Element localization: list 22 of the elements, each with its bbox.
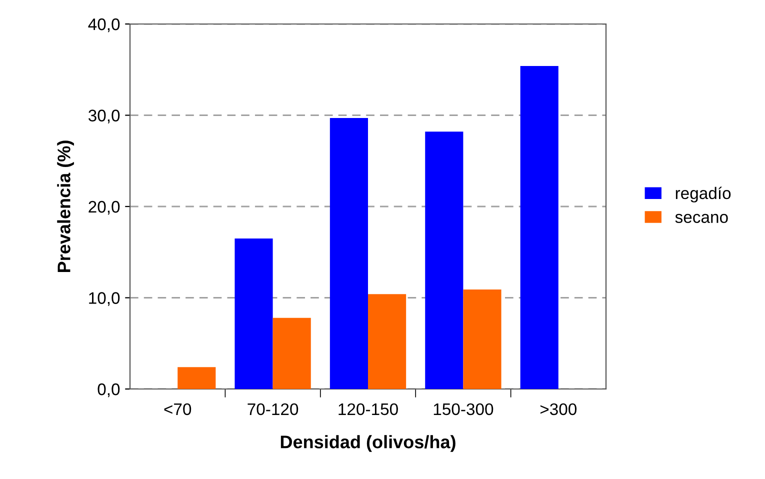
x-axis-title: Densidad (olivos/ha) [280, 435, 456, 452]
x-tick-label: 70-120 [248, 403, 298, 416]
y-axis-title: Prevalencia (%) [57, 140, 74, 272]
bar [272, 318, 311, 389]
x-tick-label: >300 [540, 403, 577, 416]
bar [330, 118, 368, 389]
y-tick-label: 10,0 [89, 292, 120, 306]
y-tick-label: 0,0 [98, 383, 120, 398]
bar [234, 238, 273, 389]
bar [520, 66, 558, 389]
legend-label: secano [675, 214, 728, 224]
legend-label: regadío [676, 186, 731, 202]
y-tick-label: 40,0 [88, 18, 120, 32]
x-tick-label: <70 [164, 403, 192, 416]
y-tick-label: 30,0 [88, 110, 120, 124]
bar [368, 294, 406, 389]
x-tick-label: 120-150 [338, 403, 398, 416]
y-tick-label: 20,0 [88, 200, 120, 215]
bar [425, 132, 464, 389]
bar [178, 367, 216, 389]
x-tick-label: 150-300 [434, 403, 494, 416]
bar [463, 290, 502, 389]
